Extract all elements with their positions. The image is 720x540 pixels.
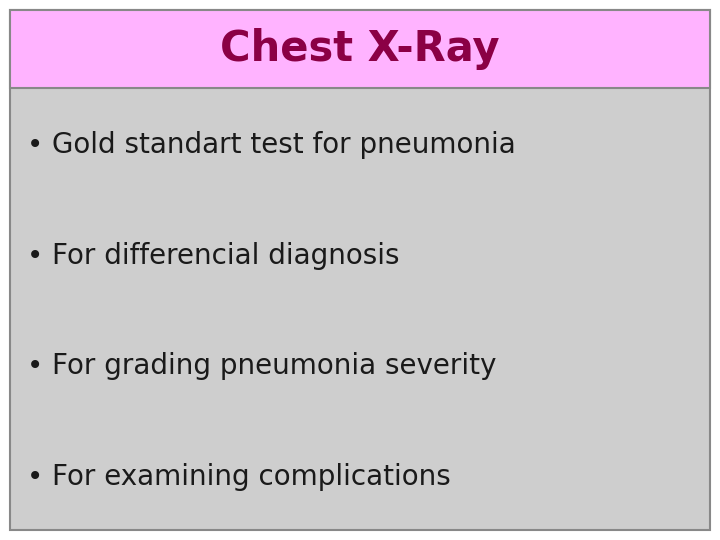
Text: For grading pneumonia severity: For grading pneumonia severity	[52, 353, 496, 381]
Text: •: •	[27, 463, 43, 491]
Text: •: •	[27, 353, 43, 381]
Text: Gold standart test for pneumonia: Gold standart test for pneumonia	[52, 131, 516, 159]
Text: •: •	[27, 242, 43, 270]
Text: Chest X-Ray: Chest X-Ray	[220, 28, 500, 70]
Text: •: •	[27, 131, 43, 159]
Text: For examining complications: For examining complications	[52, 463, 451, 491]
Text: For differencial diagnosis: For differencial diagnosis	[52, 242, 400, 270]
Bar	[10, 10, 710, 88]
